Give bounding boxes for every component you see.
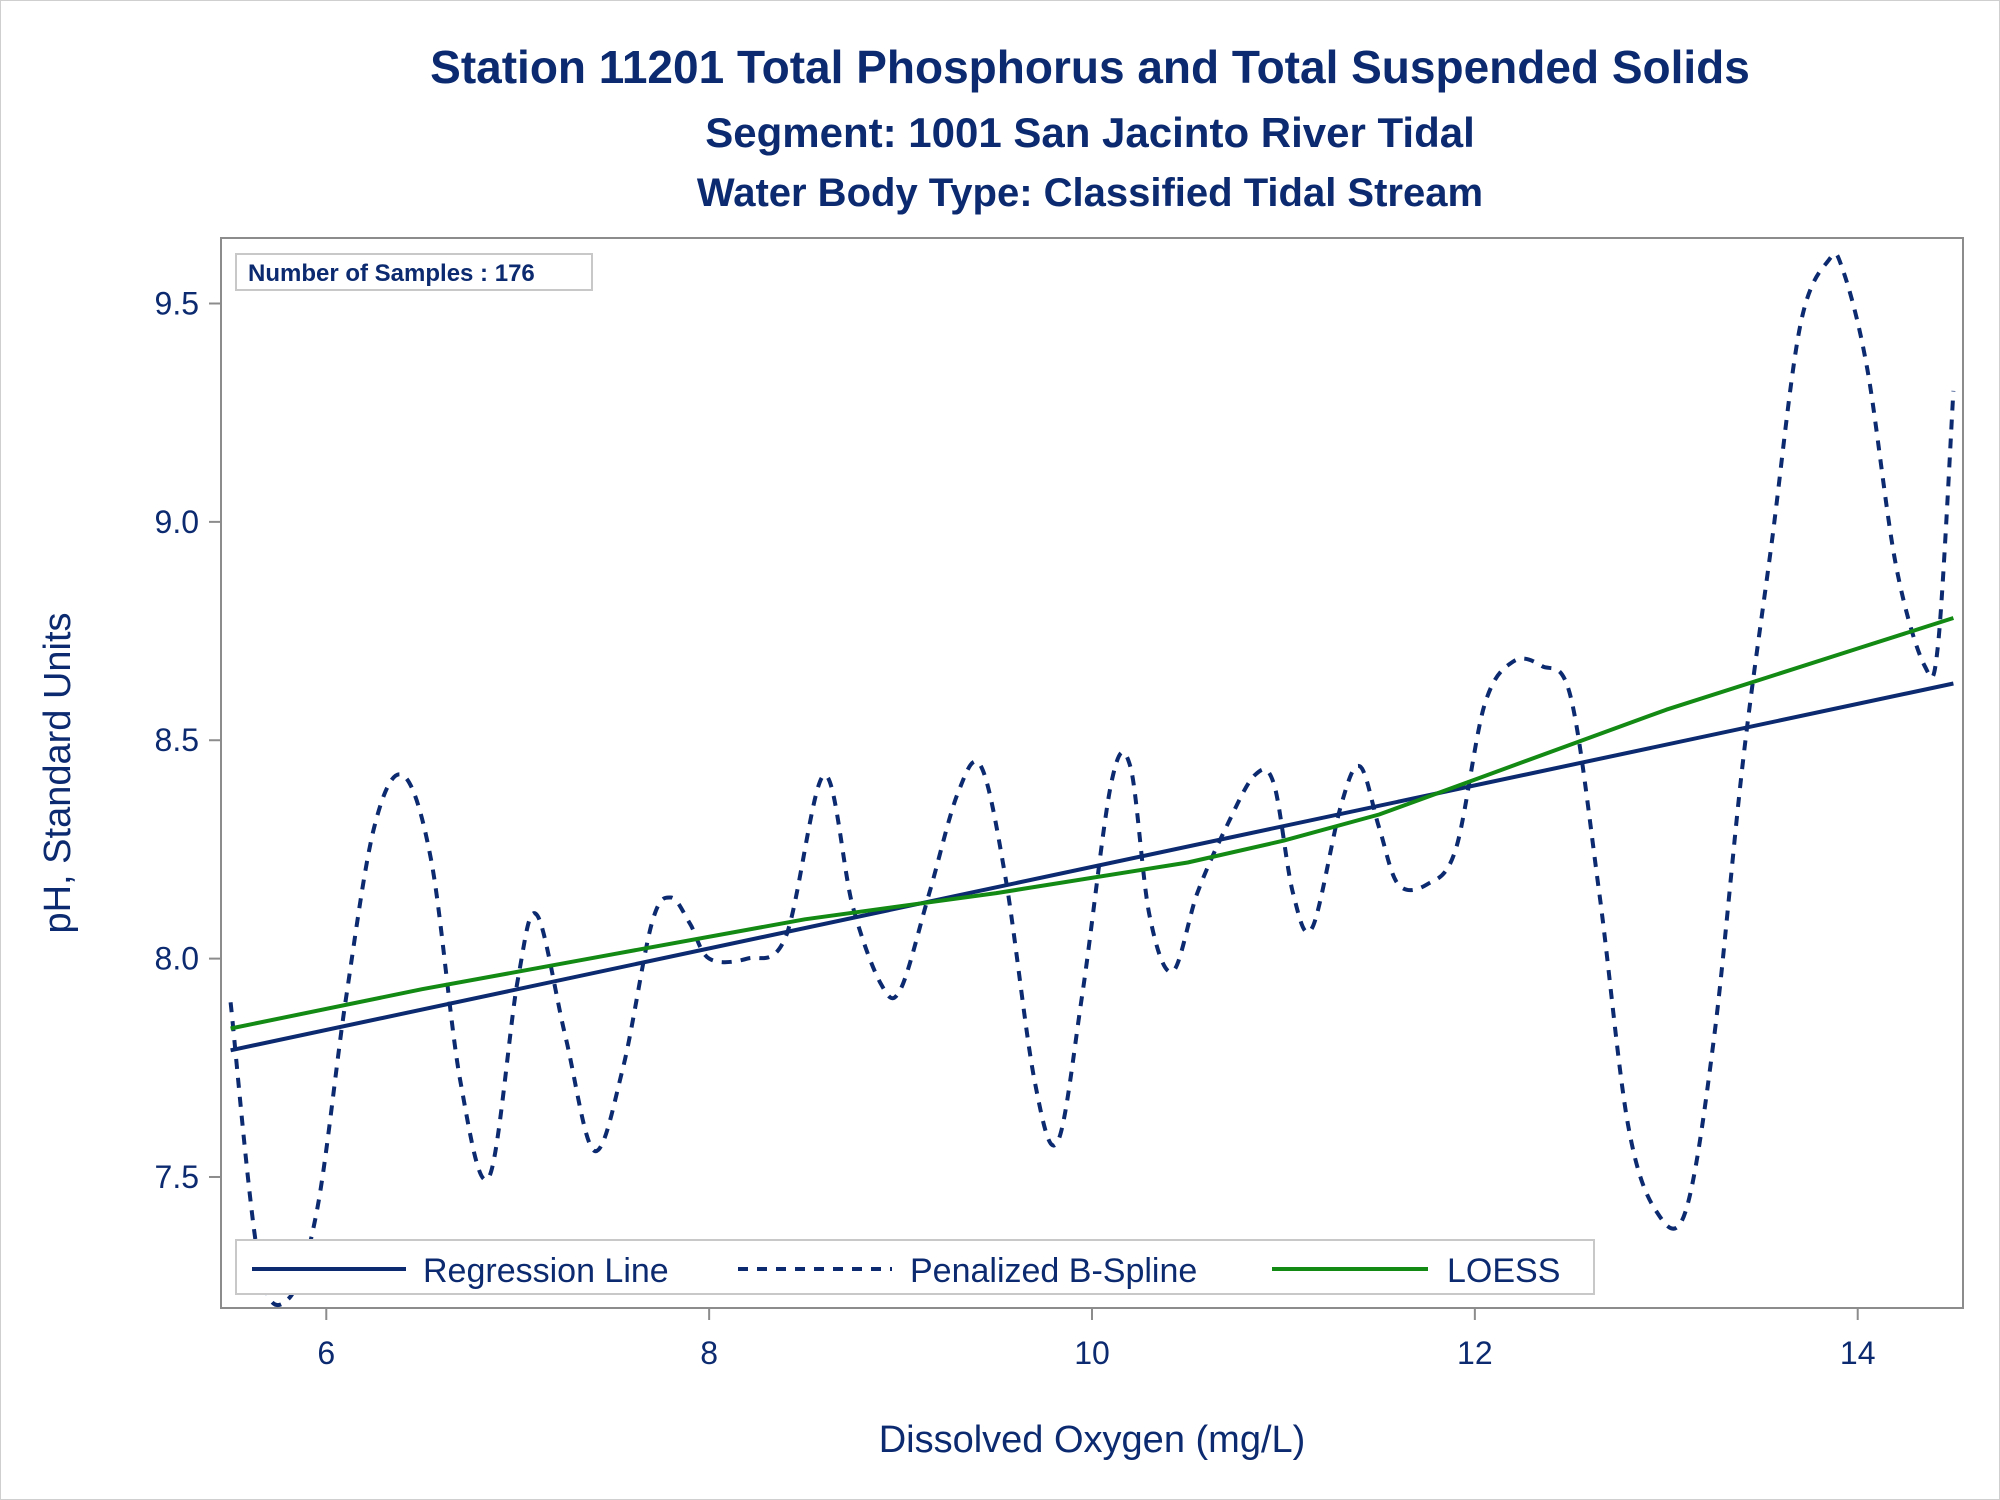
x-tick-label: 10	[1074, 1335, 1110, 1371]
x-axis: 6 8 10 12 14	[317, 1308, 1876, 1371]
series-layer	[228, 251, 1956, 1308]
chart-subtitle-water-body: Water Body Type: Classified Tidal Stream	[697, 171, 1483, 215]
legend-label-spline: Penalized B-Spline	[910, 1252, 1197, 1290]
y-tick-label: 7.5	[155, 1159, 199, 1195]
plot-area-border	[220, 237, 1964, 1309]
chart-title: Station 11201 Total Phosphorus and Total…	[430, 41, 1750, 93]
samples-inset-label: Number of Samples : 176	[248, 260, 535, 287]
series-penalized-b-spline	[228, 251, 1956, 1308]
series-loess	[230, 616, 1955, 1031]
legend: Regression Line Penalized B-Spline LOESS	[235, 1239, 1595, 1295]
x-tick-label: 14	[1840, 1335, 1876, 1371]
y-tick-label: 8.0	[155, 941, 199, 977]
legend-label-loess: LOESS	[1447, 1252, 1560, 1290]
y-axis: 7.5 8.0 8.5 9.0 9.5	[155, 286, 221, 1195]
y-tick-label: 9.5	[155, 286, 199, 322]
chart-subtitle-segment: Segment: 1001 San Jacinto River Tidal	[705, 109, 1475, 156]
x-tick-label: 12	[1457, 1335, 1493, 1371]
y-tick-label: 8.5	[155, 722, 199, 758]
x-tick-label: 8	[700, 1335, 718, 1371]
x-axis-label: Dissolved Oxygen (mg/L)	[879, 1419, 1306, 1461]
y-axis-label: pH, Standard Units	[37, 612, 79, 933]
series-regression-line	[230, 681, 1954, 1053]
legend-label-regression: Regression Line	[423, 1252, 669, 1290]
samples-inset: Number of Samples : 176	[235, 253, 593, 291]
y-tick-label: 9.0	[155, 504, 199, 540]
x-tick-label: 6	[317, 1335, 335, 1371]
samples-inset-box	[235, 253, 593, 291]
